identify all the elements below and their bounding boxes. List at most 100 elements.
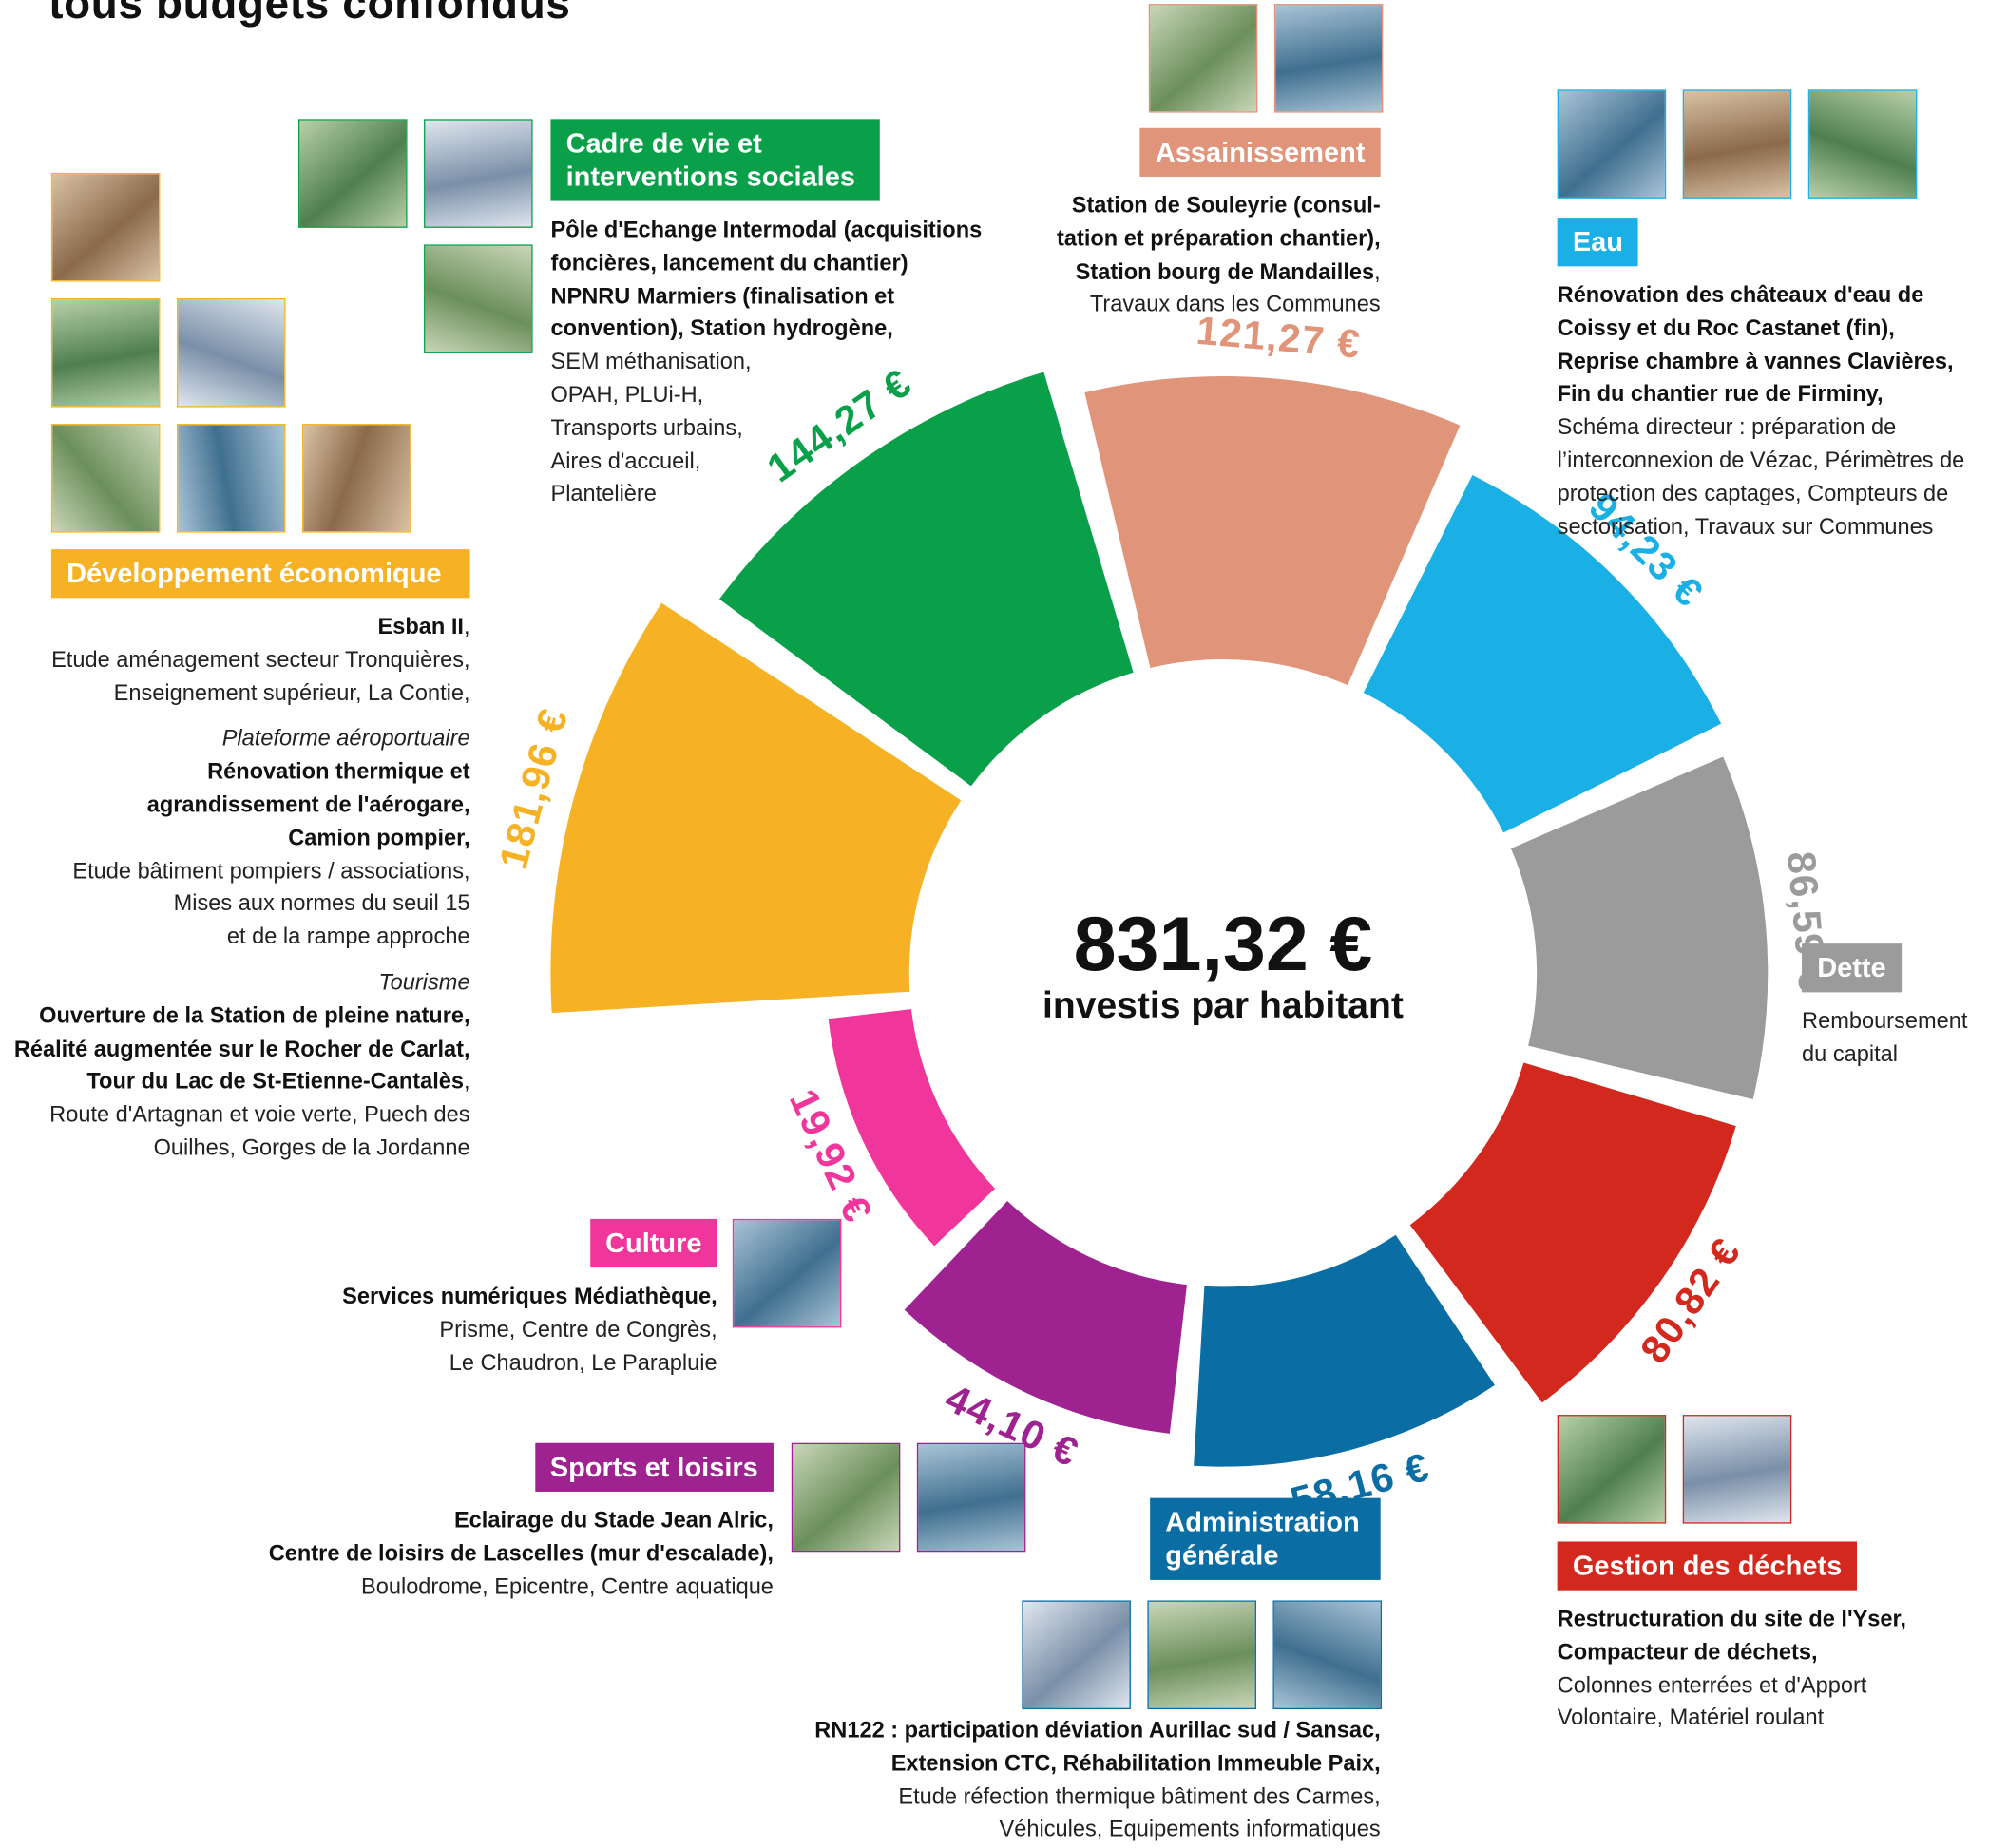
text-line: Rénovation thermique et — [14, 755, 470, 789]
text-line: Travaux dans les Communes — [1057, 289, 1381, 322]
paragraph: RN122 : participation déviation Aurillac… — [814, 1714, 1380, 1846]
text-run: Prisme, Centre de Congrès, — [439, 1316, 717, 1342]
photo — [177, 424, 286, 533]
text-run: Mises aux normes du seuil 15 — [174, 890, 470, 916]
chart-title: tous budgets confondus — [48, 0, 570, 29]
photo — [733, 1219, 842, 1328]
photo — [51, 424, 161, 533]
text-run: Services numériques Médiathèque, — [342, 1283, 717, 1308]
paragraph: Plateforme aéroportuaire Rénovation therm… — [14, 723, 470, 954]
text-line: Schéma directeur : préparation de — [1558, 411, 1965, 445]
text-line: Extension CTC, Réhabilitation Immeuble P… — [814, 1747, 1380, 1781]
text-line: Prisme, Centre de Congrès, — [342, 1313, 717, 1346]
text-run: agrandissement de l'aérogare, — [147, 791, 470, 817]
text-run: Tour du Lac de St-Etienne-Cantalès — [86, 1068, 464, 1094]
paragraph: Remboursement du capital — [1802, 1005, 1967, 1072]
photo — [302, 424, 411, 533]
photo — [792, 1443, 901, 1553]
text-run: Esban II — [378, 613, 464, 638]
category-details: RN122 : participation déviation Aurillac… — [814, 1714, 1380, 1846]
text-line: Etude réfection thermique bâtiment des C… — [814, 1781, 1380, 1814]
text-run: Boulodrome, Epicentre, Centre aquatique — [361, 1573, 774, 1599]
paragraph: Station de Souleyrie (consul-tation et p… — [1057, 189, 1381, 321]
photo — [1683, 89, 1792, 199]
category-details: Services numériques Médiathèque, Prisme, … — [342, 1281, 717, 1380]
category-panel: Gestion des déchetsRestructuration du si… — [1558, 1541, 1906, 1735]
text-line: tation et préparation chantier), — [1057, 222, 1381, 256]
text-line: et de la rampe approche — [14, 921, 470, 954]
text-run: l’interconnexion de Vézac, Périmètres de — [1558, 447, 1965, 472]
text-line: Le Chaudron, Le Parapluie — [342, 1346, 717, 1380]
text-run: Fin du chantier rue de Firminy, — [1558, 381, 1884, 407]
text-line: Esban II, — [14, 611, 470, 644]
text-line: Pôle d'Echange Intermodal (acquisitions — [550, 214, 982, 247]
page: 121,27 €94,23 €86,59 €80,82 €58,16 €44,1… — [0, 0, 2008, 1848]
text-line: Restructuration du site de l'Yser, — [1558, 1603, 1906, 1636]
text-line: Mises aux normes du seuil 15 — [14, 887, 470, 921]
stage: 121,27 €94,23 €86,59 €80,82 €58,16 €44,1… — [0, 0, 2008, 1848]
category-panel: EauRénovation des châteaux d'eau deCoiss… — [1558, 218, 1965, 543]
text-line: Services numériques Médiathèque, — [342, 1281, 717, 1314]
text-line: Tourisme — [14, 966, 470, 1000]
photo — [1683, 1415, 1792, 1524]
text-run: RN122 : participation déviation Aurillac… — [814, 1717, 1380, 1743]
photo — [424, 244, 533, 353]
text-run: Le Chaudron, Le Parapluie — [449, 1349, 717, 1375]
photo — [1808, 89, 1918, 199]
paragraph: Eclairage du Stade Jean Alric,Centre de … — [269, 1504, 774, 1603]
text-line: sectorisation, Travaux sur Communes — [1558, 510, 1965, 543]
photo — [1272, 1600, 1382, 1709]
text-run: Compacteur de déchets, — [1558, 1639, 1818, 1665]
text-run: Transports urbains, — [550, 414, 742, 440]
text-line: NPNRU Marmiers (finalisation et — [550, 280, 982, 314]
text-run: Etude réfection thermique bâtiment des C… — [898, 1783, 1380, 1809]
text-run: SEM méthanisation, — [550, 349, 751, 374]
text-line: Route d'Artagnan et voie verte, Puech de… — [14, 1098, 470, 1132]
text-run: NPNRU Marmiers (finalisation et — [550, 282, 894, 308]
photo — [51, 173, 161, 282]
text-run: foncières, lancement du chantier) — [550, 250, 908, 276]
text-run: sectorisation, Travaux sur Communes — [1558, 513, 1934, 539]
category-title: Eau — [1558, 218, 1638, 266]
text-run: Pôle d'Echange Intermodal (acquisitions — [550, 217, 982, 242]
text-run: Eclairage du Stade Jean Alric, — [454, 1507, 774, 1533]
text-line: Aires d'accueil, — [550, 445, 982, 478]
category-details: Restructuration du site de l'Yser, Compac… — [1558, 1603, 1906, 1735]
photo — [917, 1443, 1026, 1553]
photo — [1147, 1600, 1256, 1709]
text-run: Enseignement supérieur, La Contie, — [114, 679, 470, 705]
category-title: Administration générale — [1150, 1498, 1381, 1580]
photo — [1149, 4, 1258, 113]
category-details: Remboursement du capital — [1802, 1005, 1967, 1072]
text-line: RN122 : participation déviation Aurillac… — [814, 1714, 1380, 1747]
text-line: Coissy et du Roc Castanet (fin), — [1558, 313, 1965, 346]
category-title: Cadre de vie et interventions sociales — [550, 119, 879, 200]
text-run: Véhicules, Equipements informatiques — [1000, 1816, 1381, 1841]
category-details: Pôle d'Echange Intermodal (acquisitions f… — [550, 214, 982, 511]
paragraph: Restructuration du site de l'Yser, Compac… — [1558, 1603, 1906, 1735]
text-run: OPAH, PLUi-H, — [550, 382, 703, 408]
text-line: Tour du Lac de St-Etienne-Cantalès, — [14, 1066, 470, 1099]
text-run: du capital — [1802, 1040, 1898, 1066]
paragraph: Pôle d'Echange Intermodal (acquisitions f… — [550, 214, 982, 511]
text-line: Fin du chantier rue de Firminy, — [1558, 378, 1965, 411]
text-line: Plateforme aéroportuaire — [14, 723, 470, 756]
photo — [1022, 1600, 1131, 1709]
text-run: Rénovation thermique et — [207, 758, 469, 784]
text-run: , — [1374, 258, 1381, 284]
total-label: 831,32 € — [1074, 902, 1373, 987]
text-run: Plateforme aéroportuaire — [222, 725, 470, 751]
category-title: Développement économique — [51, 549, 470, 598]
text-line: Ouilhes, Gorges de la Jordanne — [14, 1132, 470, 1165]
category-title: Assainissement — [1140, 128, 1381, 177]
text-run: Route d'Artagnan et voie verte, Puech de… — [49, 1101, 469, 1127]
category-title: Culture — [590, 1219, 717, 1267]
text-run: Remboursement — [1802, 1008, 1967, 1034]
text-run: Station bourg de Mandailles — [1076, 258, 1374, 284]
text-run: tation et préparation chantier), — [1057, 225, 1381, 251]
text-run: Etude aménagement secteur Tronquières, — [51, 646, 469, 672]
text-line: foncières, lancement du chantier) — [550, 247, 982, 280]
text-line: convention), Station hydrogène, — [550, 313, 982, 346]
paragraph: Esban II,Etude aménagement secteur Tronq… — [14, 611, 470, 710]
